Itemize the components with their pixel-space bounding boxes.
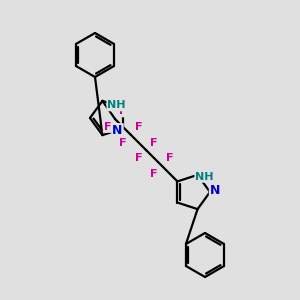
Text: F: F (135, 153, 142, 163)
Text: F: F (150, 137, 158, 148)
Text: F: F (104, 122, 111, 132)
Text: F: F (119, 106, 127, 116)
Text: NH: NH (195, 172, 214, 182)
Text: NH: NH (107, 100, 126, 110)
Text: F: F (166, 153, 173, 163)
Text: F: F (119, 137, 127, 148)
Text: N: N (210, 184, 220, 196)
Text: F: F (150, 169, 158, 178)
Text: N: N (112, 124, 123, 137)
Text: F: F (135, 122, 142, 132)
